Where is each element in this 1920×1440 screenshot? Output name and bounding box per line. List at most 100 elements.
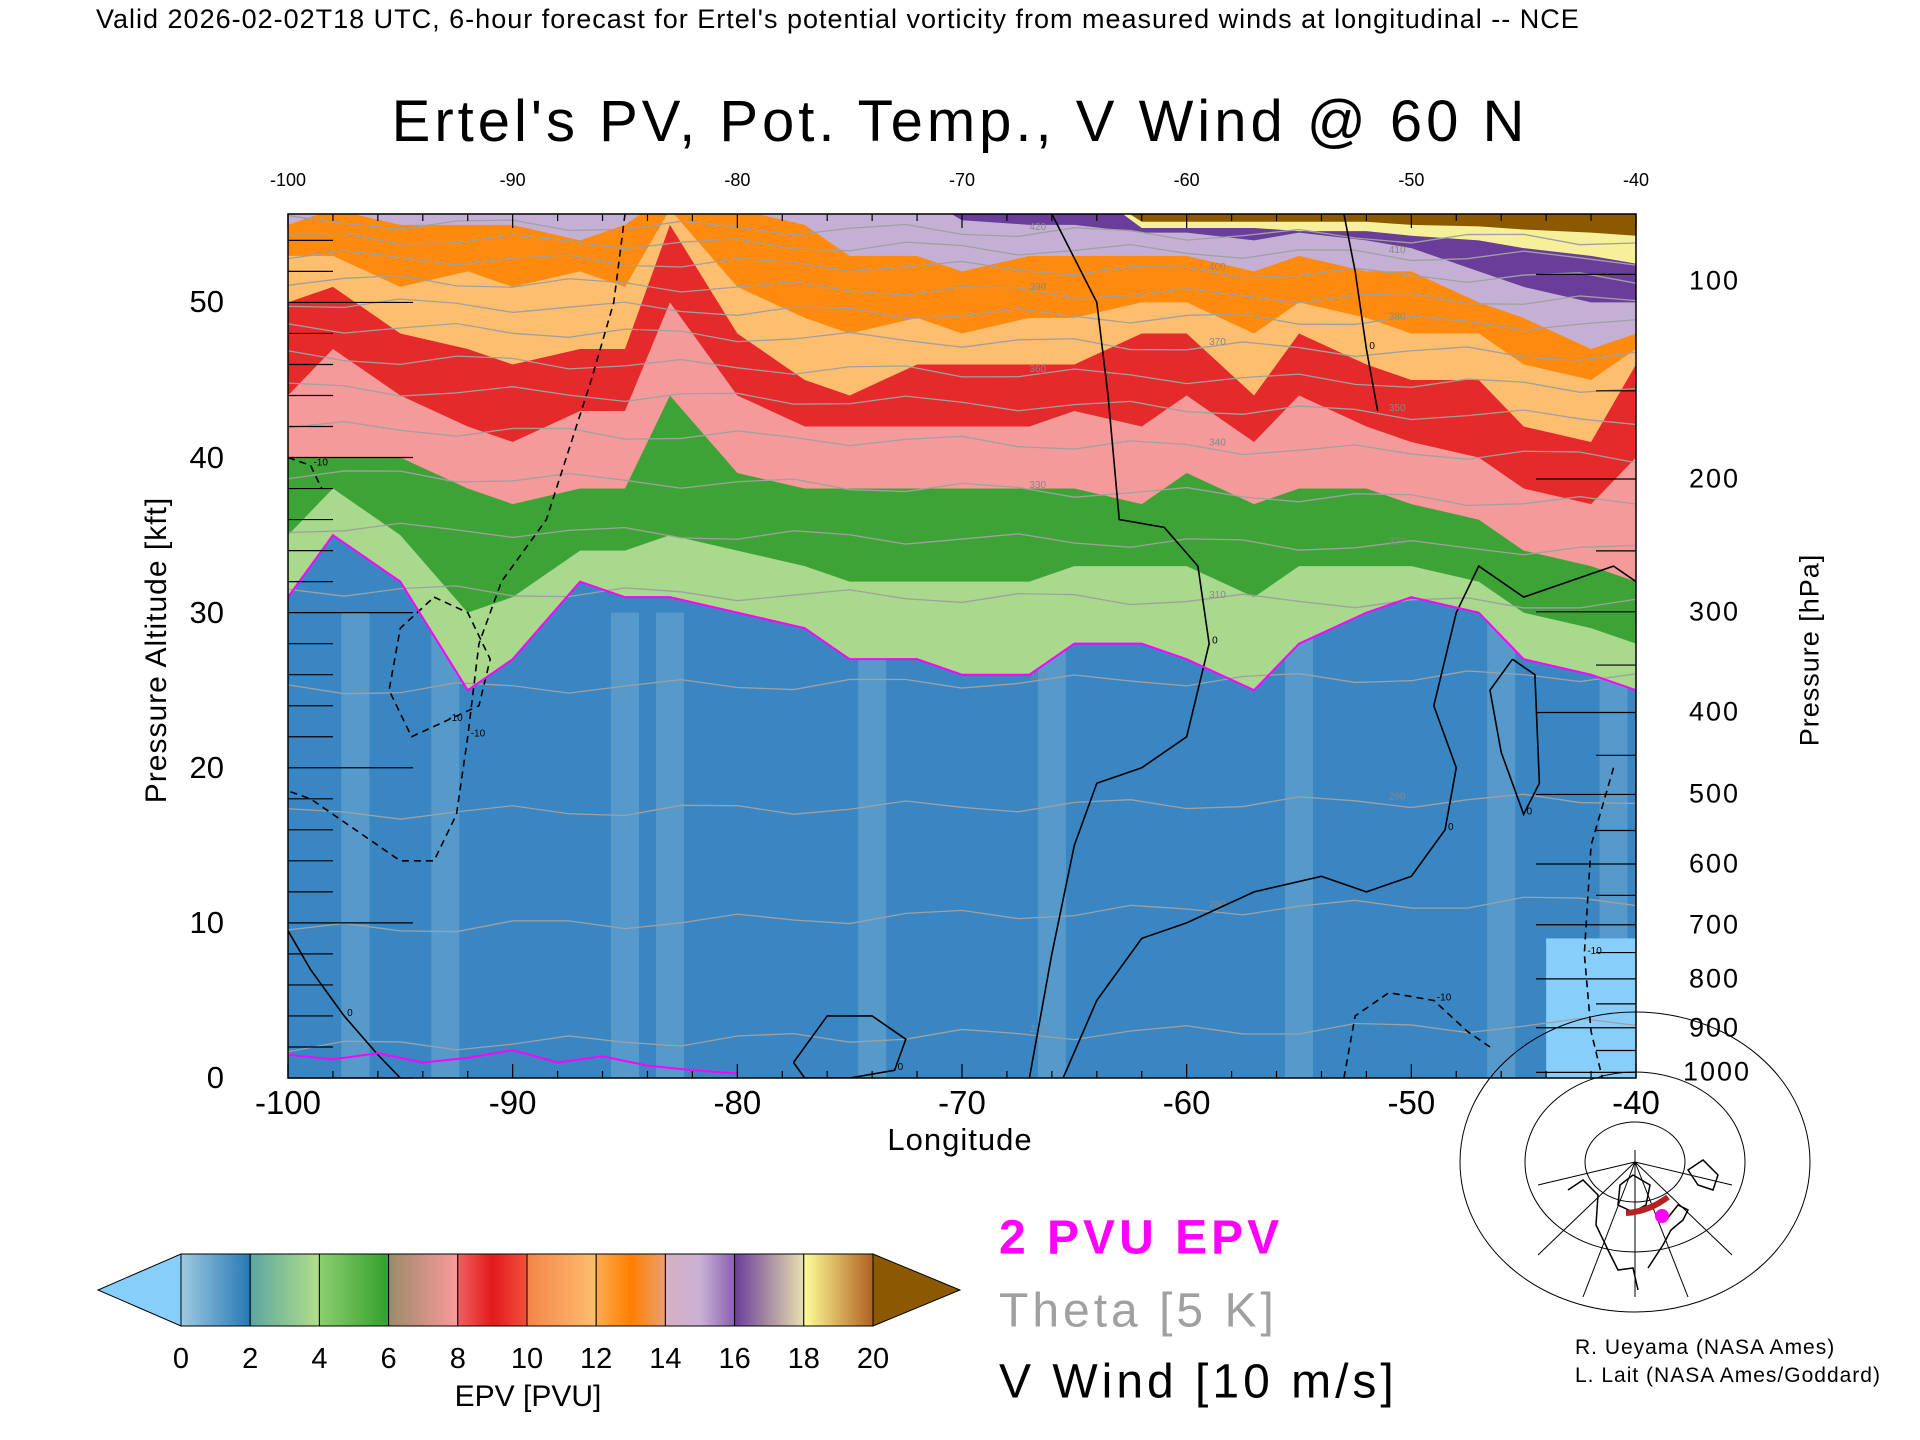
y-tick-label: 40: [189, 439, 224, 475]
theta-line-320: [288, 522, 1636, 556]
v-wind-contour-zero: [1028, 214, 1210, 1078]
credit-line-2: L. Lait (NASA Ames/Goddard): [1575, 1364, 1881, 1387]
theta-line-340: [288, 420, 1636, 464]
pressure-tick-label: 1000: [1683, 1056, 1752, 1087]
epv-lowpv-streak: [1285, 612, 1313, 1078]
x-tick-label: -40: [1612, 1084, 1660, 1121]
pressure-tick-label: 500: [1689, 778, 1741, 809]
v-wind-contour-label: 0: [347, 1008, 353, 1019]
theta-label: 320: [1389, 536, 1406, 547]
colorbar-segment: [249, 1253, 320, 1327]
chart-title: Ertel's PV, Pot. Temp., V Wind @ 60 N: [391, 89, 1529, 154]
theta-label: 380: [1389, 311, 1406, 322]
colorbar-segment: [388, 1253, 459, 1327]
x-tick-label-top: -90: [499, 170, 526, 190]
pv2-contour-tropopause: [288, 533, 1636, 692]
theta-label: 310: [1209, 590, 1226, 601]
x-tick-label-top: -100: [269, 170, 307, 190]
colorbar: [96, 1253, 962, 1327]
v-wind-contour-label: -10: [448, 713, 463, 724]
pressure-tick-label: 900: [1689, 1012, 1741, 1043]
x-tick-label-top: -70: [948, 170, 976, 190]
colorbar-tick-label: 20: [856, 1343, 890, 1375]
theta-label: 280: [1209, 899, 1226, 910]
colorbar-tick-label: 0: [172, 1343, 190, 1375]
pv2-contour-surface: [288, 1049, 738, 1075]
y-tick-label: 50: [189, 284, 224, 320]
colorbar-segment: [734, 1253, 805, 1327]
theta-label: 370: [1209, 337, 1226, 348]
v-wind-contour-label: 0: [1212, 636, 1218, 647]
theta-label: 350: [1389, 403, 1406, 414]
v-wind-contour-label: -10: [313, 457, 328, 468]
v-wind-contour-zero: [1489, 658, 1541, 817]
x-axis-label: Longitude: [887, 1122, 1033, 1157]
y-tick-label: 30: [189, 594, 224, 630]
location-minimap: [1459, 1011, 1811, 1313]
x-tick-label: -60: [1162, 1084, 1211, 1121]
minimap-location-dot: [1655, 1209, 1669, 1223]
theta-label: 420: [1029, 222, 1046, 233]
theta-label: 390: [1029, 282, 1046, 293]
theta-line-380: [288, 298, 1636, 331]
theta-line-360: [288, 350, 1636, 393]
v-wind-contour-zero: [1343, 214, 1379, 412]
x-tick-label-top: -40: [1622, 170, 1650, 190]
theta-line-280: [288, 896, 1636, 933]
epv-lowpv-streak: [1037, 612, 1066, 1078]
x-tick-label: -50: [1387, 1084, 1436, 1121]
theta-label: 360: [1029, 364, 1046, 375]
theta-line-330: [288, 470, 1636, 507]
v-wind-contour-zero: [1062, 564, 1636, 1078]
theta-label: 330: [1029, 480, 1046, 491]
v-wind-contour-zero: [288, 930, 401, 1078]
theta-line-310: [288, 585, 1636, 609]
theta-label: 300: [1029, 672, 1046, 683]
x-tick-label: -90: [488, 1084, 537, 1121]
v-wind-contour-label: 0: [1448, 822, 1454, 833]
epv-lowpv-streak: [1487, 612, 1516, 1078]
theta-line-370: [288, 322, 1636, 361]
v-wind-contour-neg10: [288, 456, 323, 489]
v-wind-contour-label: 0: [1369, 341, 1375, 352]
pressure-tick-label: 800: [1689, 963, 1741, 994]
y-tick-label: 0: [206, 1060, 224, 1095]
v-wind-contour-neg10: [1343, 991, 1491, 1078]
y-tick-label: 20: [189, 749, 224, 785]
colorbar-tick-label: 16: [718, 1343, 751, 1375]
colorbar-tick-label: 4: [311, 1343, 328, 1375]
x-tick-label-top: -80: [724, 170, 751, 190]
epv-lowpv-streak: [611, 612, 639, 1078]
y-axis-label-right: Pressure [hPa]: [1794, 553, 1825, 747]
v-wind-contours: 0 0 0 0 0 0 -10 -10 -10 -10 -10: [288, 214, 1636, 1078]
v-wind-contour-label: 0: [1527, 806, 1533, 817]
legend-v-wind: V Wind [10 m/s]: [999, 1355, 1398, 1409]
colorbar-over-triangle: [872, 1253, 962, 1327]
theta-line-410: [288, 232, 1636, 266]
theta-label: 340: [1209, 438, 1226, 449]
plot-frame: [287, 213, 1637, 1079]
y-tick-label: 10: [189, 904, 224, 940]
v-wind-contour-neg10: [288, 214, 626, 862]
v-wind-contour-label: -10: [1587, 946, 1602, 957]
legend-epv-2pvu: 2 PVU EPV: [999, 1211, 1284, 1265]
v-wind-contour-label: -10: [471, 729, 486, 740]
axis-ticks: [287, 214, 1637, 1079]
theta-line-350: [288, 382, 1636, 426]
colorbar-segment: [664, 1253, 736, 1327]
colorbar-tick-label: 10: [510, 1343, 544, 1375]
colorbar-tick-label: 6: [380, 1343, 397, 1375]
epv-band-20pvu: [1129, 214, 1636, 236]
theta-label: 400: [1209, 262, 1226, 273]
epv-lowpv-streak: [655, 612, 684, 1078]
colorbar-segment: [803, 1253, 874, 1327]
colorbar-tick-label: 12: [580, 1343, 613, 1375]
theta-line-390: [288, 274, 1636, 305]
v-wind-contour-label: 0: [898, 1062, 904, 1073]
theta-line-300: [288, 670, 1636, 695]
colorbar-under-triangle: [96, 1253, 182, 1327]
colorbar-label: EPV [PVU]: [454, 1380, 602, 1413]
theta-label: 290: [1389, 792, 1406, 803]
x-tick-label: -80: [713, 1084, 762, 1121]
